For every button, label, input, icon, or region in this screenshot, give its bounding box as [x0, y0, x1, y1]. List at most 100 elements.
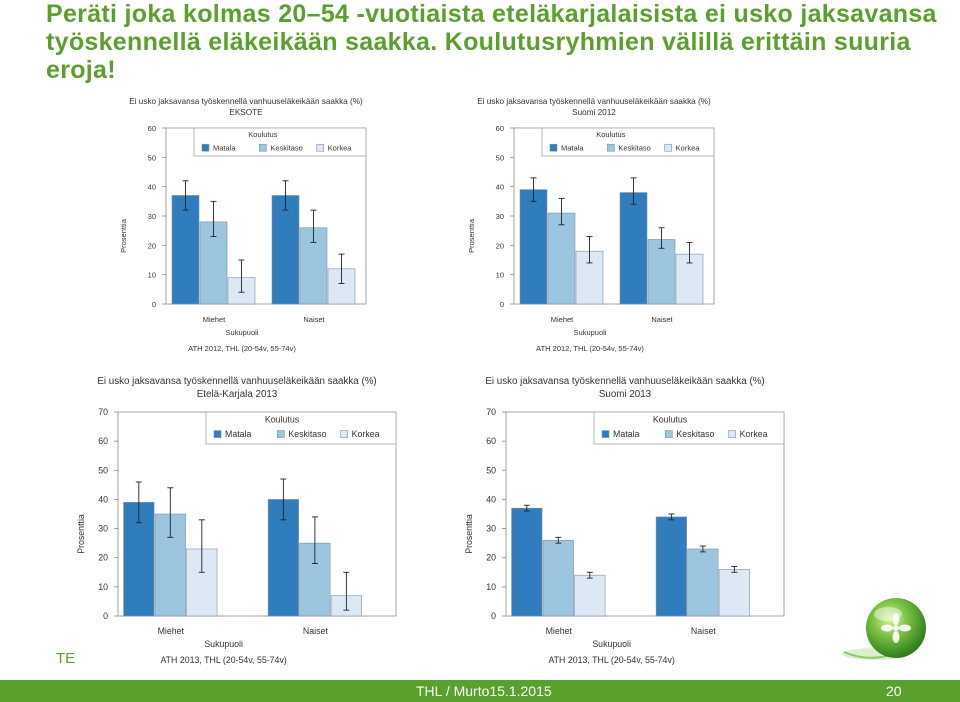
y-tick-label: 0 [103, 611, 108, 621]
legend-swatch [665, 430, 673, 438]
x-axis-label: Sukupuoli [574, 328, 607, 337]
source-note: ATH 2012, THL (20-54v, 55-74v) [188, 344, 296, 353]
bar-keskitaso-naiset [647, 239, 676, 305]
x-axis-label: Sukupuoli [204, 639, 243, 649]
chart-title: Ei usko jaksavansa työskennellä vanhuuse… [477, 97, 711, 106]
x-axis-label: Sukupuoli [226, 328, 259, 337]
y-tick-label: 60 [496, 124, 504, 133]
y-axis-label: Prosenttia [76, 514, 86, 554]
y-tick-label: 0 [491, 611, 496, 621]
chart-title: Ei usko jaksavansa työskennellä vanhuuse… [129, 97, 363, 106]
y-tick-label: 30 [148, 212, 156, 221]
y-axis-label: Prosenttia [467, 218, 476, 253]
y-tick-label: 40 [496, 183, 504, 192]
y-tick-label: 0 [152, 300, 156, 309]
y-tick-label: 30 [98, 524, 108, 534]
y-tick-label: 50 [486, 465, 496, 475]
legend-box [541, 127, 715, 157]
legend-entry: Matala [213, 144, 236, 153]
y-tick-label: 40 [148, 183, 156, 192]
bar-matala-miehet [511, 507, 543, 617]
legend-entry: Keskitaso [288, 429, 326, 439]
legend-entry: Keskitaso [618, 144, 651, 153]
legend-box [193, 127, 367, 157]
x-category-label: Miehet [551, 315, 574, 324]
y-tick-label: 50 [496, 153, 504, 162]
y-tick-label: 20 [486, 553, 496, 563]
x-category-label: Miehet [203, 315, 226, 324]
y-tick-label: 30 [496, 212, 504, 221]
x-category-label: Miehet [158, 626, 185, 636]
legend-title: Koulutus [596, 130, 625, 139]
bar-korkea-naiset [718, 569, 750, 617]
chart-subtitle: Etelä-Karjala 2013 [197, 389, 278, 400]
footer-text: THL / Murto15.1.2015 [416, 683, 552, 699]
y-tick-label: 10 [486, 582, 496, 592]
legend-swatch [728, 430, 736, 438]
page-number: 20 [886, 683, 902, 699]
x-category-label: Naiset [303, 315, 325, 324]
y-tick-label: 20 [98, 553, 108, 563]
legend-title: Koulutus [653, 415, 688, 425]
y-tick-label: 10 [496, 271, 504, 280]
legend-entry: Matala [613, 429, 640, 439]
chart-title: Ei usko jaksavansa työskennellä vanhuuse… [97, 376, 376, 387]
y-tick-label: 60 [98, 436, 108, 446]
chart-subtitle: EKSOTE [229, 108, 263, 117]
y-tick-label: 10 [148, 271, 156, 280]
chart-subtitle: Suomi 2013 [599, 389, 652, 400]
legend-swatch [607, 143, 615, 152]
legend-entry: Keskitaso [270, 144, 303, 153]
footer-bar [0, 680, 960, 702]
y-tick-label: 20 [148, 241, 156, 250]
x-category-label: Naiset [303, 626, 328, 636]
legend-entry: Matala [561, 144, 584, 153]
y-tick-label: 10 [98, 582, 108, 592]
y-tick-label: 50 [148, 153, 156, 162]
y-axis-label: Prosenttia [464, 514, 474, 554]
legend-entry: Korkea [328, 144, 353, 153]
y-tick-label: 40 [486, 494, 496, 504]
chart-eksote-2012: Ei usko jaksavansa työskennellä vanhuuse… [119, 97, 367, 353]
bar-matala-naiset [655, 516, 687, 617]
bar-matala-naiset [271, 195, 300, 305]
y-tick-label: 20 [496, 241, 504, 250]
y-axis-label: Prosenttia [119, 218, 128, 253]
x-category-label: Naiset [651, 315, 673, 324]
y-tick-label: 40 [98, 494, 108, 504]
legend-swatch [316, 143, 324, 152]
chart-etela-karjala-2013: Ei usko jaksavansa työskennellä vanhuuse… [76, 376, 397, 665]
x-axis-label: Sukupuoli [592, 639, 631, 649]
legend-box [593, 411, 785, 445]
y-tick-label: 60 [486, 436, 496, 446]
bar-korkea-miehet [574, 574, 606, 617]
legend-entry: Korkea [740, 429, 768, 439]
legend-title: Koulutus [248, 130, 277, 139]
legend-swatch [664, 143, 672, 152]
x-category-label: Miehet [546, 626, 573, 636]
source-note: ATH 2013, THL (20-54v, 55-74v) [160, 655, 286, 665]
bar-keskitaso-naiset [687, 548, 719, 617]
bar-keskitaso-miehet [542, 539, 574, 617]
side-label-text: TE [56, 650, 76, 667]
bar-matala-naiset [619, 192, 648, 305]
legend-entry: Korkea [676, 144, 701, 153]
legend-swatch [213, 430, 222, 438]
legend-swatch [201, 143, 210, 152]
source-note: ATH 2012, THL (20-54v, 55-74v) [536, 344, 644, 353]
legend-entry: Keskitaso [676, 429, 714, 439]
legend-box [205, 411, 397, 445]
thl-globe-logo [842, 598, 926, 660]
legend-swatch [259, 143, 267, 152]
chart-subtitle: Suomi 2012 [572, 108, 616, 117]
legend-swatch [549, 143, 558, 152]
y-tick-label: 70 [98, 407, 108, 417]
y-tick-label: 70 [486, 407, 496, 417]
chart-suomi-2012: Ei usko jaksavansa työskennellä vanhuuse… [467, 97, 715, 353]
legend-title: Koulutus [265, 415, 300, 425]
y-tick-label: 30 [486, 524, 496, 534]
slide-title: Peräti joka kolmas 20–54 -vuotiaista ete… [46, 0, 937, 84]
legend-swatch [340, 430, 348, 438]
legend-entry: Matala [225, 429, 252, 439]
legend-entry: Korkea [352, 429, 380, 439]
